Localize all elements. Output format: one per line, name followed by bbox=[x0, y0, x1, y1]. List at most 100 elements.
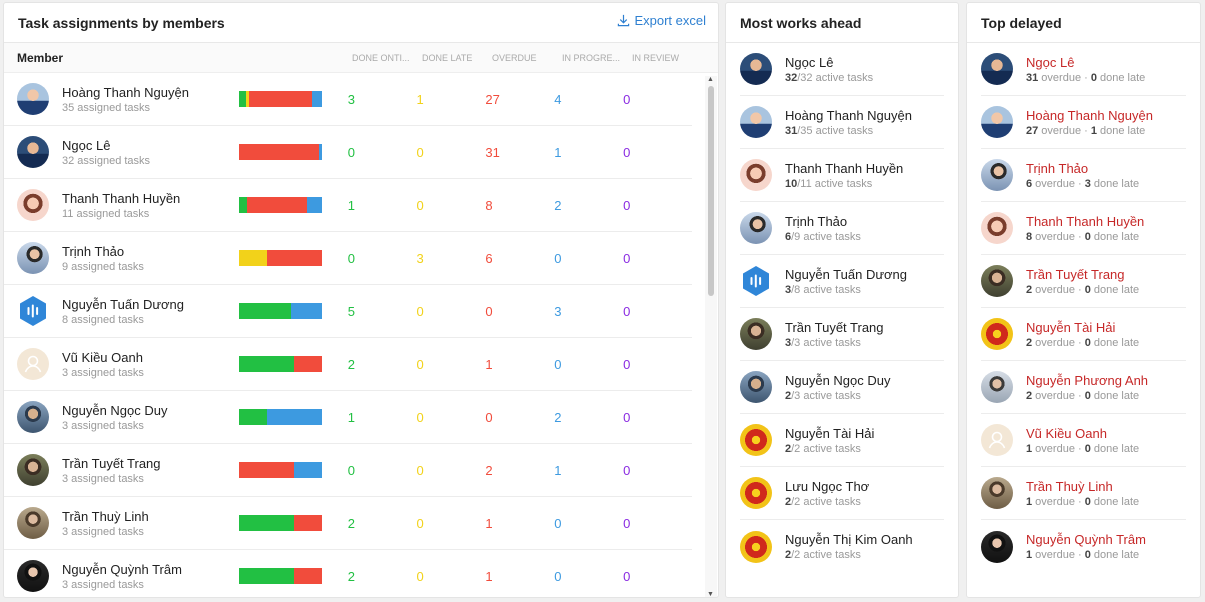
in-review-count[interactable]: 0 bbox=[623, 91, 631, 107]
overdue-count[interactable]: 1 bbox=[485, 515, 493, 531]
member-name[interactable]: Trịnh Thảo bbox=[1026, 160, 1089, 176]
member-name[interactable]: Trịnh Thảo bbox=[62, 243, 125, 259]
member-name[interactable]: Lưu Ngọc Thơ bbox=[785, 478, 870, 494]
done-ontime-count[interactable]: 3 bbox=[347, 91, 355, 107]
list-item[interactable]: Nguyễn Phương Anh 2 overdue · 0 done late bbox=[981, 361, 1186, 414]
in-review-count[interactable]: 0 bbox=[623, 250, 631, 266]
list-item[interactable]: Thanh Thanh Huyền 8 overdue · 0 done late bbox=[981, 202, 1186, 255]
done-ontime-count[interactable]: 0 bbox=[347, 462, 355, 478]
list-item[interactable]: Ngọc Lê 32/32 active tasks bbox=[740, 43, 944, 96]
member-name[interactable]: Thanh Thanh Huyền bbox=[785, 160, 904, 176]
member-name[interactable]: Trần Thuỳ Linh bbox=[1026, 478, 1113, 494]
in-progress-count[interactable]: 1 bbox=[554, 462, 562, 478]
table-row[interactable]: Hoàng Thanh Nguyện 35 assigned tasks 3 1 27 4… bbox=[4, 73, 692, 126]
in-progress-count[interactable]: 0 bbox=[554, 356, 562, 372]
overdue-count[interactable]: 2 bbox=[485, 462, 493, 478]
done-ontime-count[interactable]: 2 bbox=[347, 568, 355, 584]
list-item[interactable]: Trần Tuyết Trang 3/3 active tasks bbox=[740, 308, 944, 361]
done-ontime-count[interactable]: 0 bbox=[347, 250, 355, 266]
in-progress-count[interactable]: 4 bbox=[554, 91, 562, 107]
in-review-count[interactable]: 0 bbox=[623, 462, 631, 478]
list-item[interactable]: Nguyễn Tài Hải 2 overdue · 0 done late bbox=[981, 308, 1186, 361]
scroll-up-arrow[interactable]: ▲ bbox=[707, 76, 714, 83]
in-review-count[interactable]: 0 bbox=[623, 303, 631, 319]
member-name[interactable]: Nguyễn Thị Kim Oanh bbox=[785, 532, 913, 547]
table-row[interactable]: Nguyễn Tuấn Dương 8 assigned tasks 5 0 0 3 0 bbox=[4, 285, 692, 338]
done-ontime-count[interactable]: 5 bbox=[347, 303, 355, 319]
list-item[interactable]: Trần Tuyết Trang 2 overdue · 0 done late bbox=[981, 255, 1186, 308]
overdue-count[interactable]: 0 bbox=[485, 409, 493, 425]
list-item[interactable]: Hoàng Thanh Nguyện 27 overdue · 1 done la… bbox=[981, 96, 1186, 149]
done-ontime-count[interactable]: 1 bbox=[347, 197, 355, 213]
member-name[interactable]: Vũ Kiều Oanh bbox=[1026, 425, 1107, 441]
list-item[interactable]: Nguyễn Thị Kim Oanh 2/2 active tasks bbox=[740, 520, 944, 573]
overdue-count[interactable]: 1 bbox=[485, 568, 493, 584]
list-item[interactable]: Vũ Kiều Oanh 1 overdue · 0 done late bbox=[981, 414, 1186, 467]
column-header-in-progress[interactable]: IN PROGRE... bbox=[562, 52, 621, 63]
in-review-count[interactable]: 0 bbox=[623, 356, 631, 372]
member-name[interactable]: Trần Tuyết Trang bbox=[62, 455, 161, 471]
member-name[interactable]: Hoàng Thanh Nguyện bbox=[1026, 107, 1153, 123]
export-excel-link[interactable]: Export excel bbox=[617, 13, 706, 28]
member-name[interactable]: Ngọc Lê bbox=[785, 54, 834, 70]
in-progress-count[interactable]: 0 bbox=[554, 515, 562, 531]
done-late-count[interactable]: 0 bbox=[416, 144, 424, 160]
list-item[interactable]: Trịnh Thảo 6/9 active tasks bbox=[740, 202, 944, 255]
done-ontime-count[interactable]: 2 bbox=[347, 356, 355, 372]
done-ontime-count[interactable]: 0 bbox=[347, 144, 355, 160]
done-late-count[interactable]: 0 bbox=[416, 197, 424, 213]
overdue-count[interactable]: 0 bbox=[485, 303, 493, 319]
done-late-count[interactable]: 0 bbox=[416, 356, 424, 372]
member-name[interactable]: Trần Tuyết Trang bbox=[785, 319, 884, 335]
member-name[interactable]: Trần Tuyết Trang bbox=[1026, 266, 1125, 282]
column-header-overdue[interactable]: OVERDUE bbox=[492, 52, 537, 63]
done-late-count[interactable]: 0 bbox=[416, 303, 424, 319]
table-row[interactable]: Trần Tuyết Trang 3 assigned tasks 0 0 2 1 0 bbox=[4, 444, 692, 497]
table-row[interactable]: Trần Thuỳ Linh 3 assigned tasks 2 0 1 0 0 bbox=[4, 497, 692, 550]
list-item[interactable]: Nguyễn Tuấn Dương 3/8 active tasks bbox=[740, 255, 944, 308]
list-item[interactable]: Lưu Ngọc Thơ 2/2 active tasks bbox=[740, 467, 944, 520]
in-review-count[interactable]: 0 bbox=[623, 409, 631, 425]
column-header-in-review[interactable]: IN REVIEW bbox=[632, 52, 680, 63]
list-item[interactable]: Nguyễn Ngọc Duy 2/3 active tasks bbox=[740, 361, 944, 414]
done-late-count[interactable]: 0 bbox=[416, 462, 424, 478]
column-header-member[interactable]: Member bbox=[17, 50, 64, 65]
in-review-count[interactable]: 0 bbox=[623, 144, 631, 160]
done-late-count[interactable]: 1 bbox=[416, 91, 424, 107]
in-progress-count[interactable]: 2 bbox=[554, 409, 562, 425]
list-item[interactable]: Thanh Thanh Huyền 10/11 active tasks bbox=[740, 149, 944, 202]
in-review-count[interactable]: 0 bbox=[623, 568, 631, 584]
scroll-down-arrow[interactable]: ▼ bbox=[707, 591, 714, 598]
overdue-count[interactable]: 8 bbox=[485, 197, 493, 213]
member-name[interactable]: Nguyễn Tài Hải bbox=[1026, 319, 1116, 335]
member-name[interactable]: Nguyễn Phương Anh bbox=[1026, 372, 1149, 388]
member-name[interactable]: Nguyễn Quỳnh Trâm bbox=[62, 561, 182, 577]
member-name[interactable]: Thanh Thanh Huyền bbox=[62, 190, 181, 206]
member-name[interactable]: Hoàng Thanh Nguyện bbox=[785, 107, 912, 123]
column-header-done-late[interactable]: DONE LATE bbox=[422, 52, 473, 63]
member-name[interactable]: Nguyễn Quỳnh Trâm bbox=[1026, 532, 1146, 547]
member-name[interactable]: Nguyễn Tuấn Dương bbox=[62, 296, 185, 312]
in-progress-count[interactable]: 3 bbox=[554, 303, 562, 319]
in-review-count[interactable]: 0 bbox=[623, 197, 631, 213]
member-name[interactable]: Ngọc Lê bbox=[62, 137, 111, 153]
member-name[interactable]: Nguyễn Tuấn Dương bbox=[785, 266, 908, 282]
list-item[interactable]: Ngọc Lê 31 overdue · 0 done late bbox=[981, 43, 1186, 96]
member-name[interactable]: Thanh Thanh Huyền bbox=[1026, 213, 1145, 229]
in-progress-count[interactable]: 2 bbox=[554, 197, 562, 213]
member-name[interactable]: Hoàng Thanh Nguyện bbox=[62, 84, 189, 100]
member-name[interactable]: Nguyễn Ngọc Duy bbox=[785, 372, 891, 388]
overdue-count[interactable]: 31 bbox=[485, 144, 500, 160]
scrollbar[interactable]: ▲ ▼ bbox=[705, 76, 717, 598]
list-item[interactable]: Trần Thuỳ Linh 1 overdue · 0 done late bbox=[981, 467, 1186, 520]
member-name[interactable]: Ngọc Lê bbox=[1026, 54, 1075, 70]
done-late-count[interactable]: 0 bbox=[416, 568, 424, 584]
list-item[interactable]: Trịnh Thảo 6 overdue · 3 done late bbox=[981, 149, 1186, 202]
member-name[interactable]: Nguyễn Tài Hải bbox=[785, 425, 875, 441]
member-name[interactable]: Vũ Kiều Oanh bbox=[62, 349, 143, 365]
list-item[interactable]: Nguyễn Quỳnh Trâm 1 overdue · 0 done late bbox=[981, 520, 1186, 573]
table-row[interactable]: Thanh Thanh Huyền 11 assigned tasks 1 0 8 2 0 bbox=[4, 179, 692, 232]
done-late-count[interactable]: 0 bbox=[416, 409, 424, 425]
list-item[interactable]: Nguyễn Tài Hải 2/2 active tasks bbox=[740, 414, 944, 467]
table-row[interactable]: Ngọc Lê 32 assigned tasks 0 0 31 1 0 bbox=[4, 126, 692, 179]
